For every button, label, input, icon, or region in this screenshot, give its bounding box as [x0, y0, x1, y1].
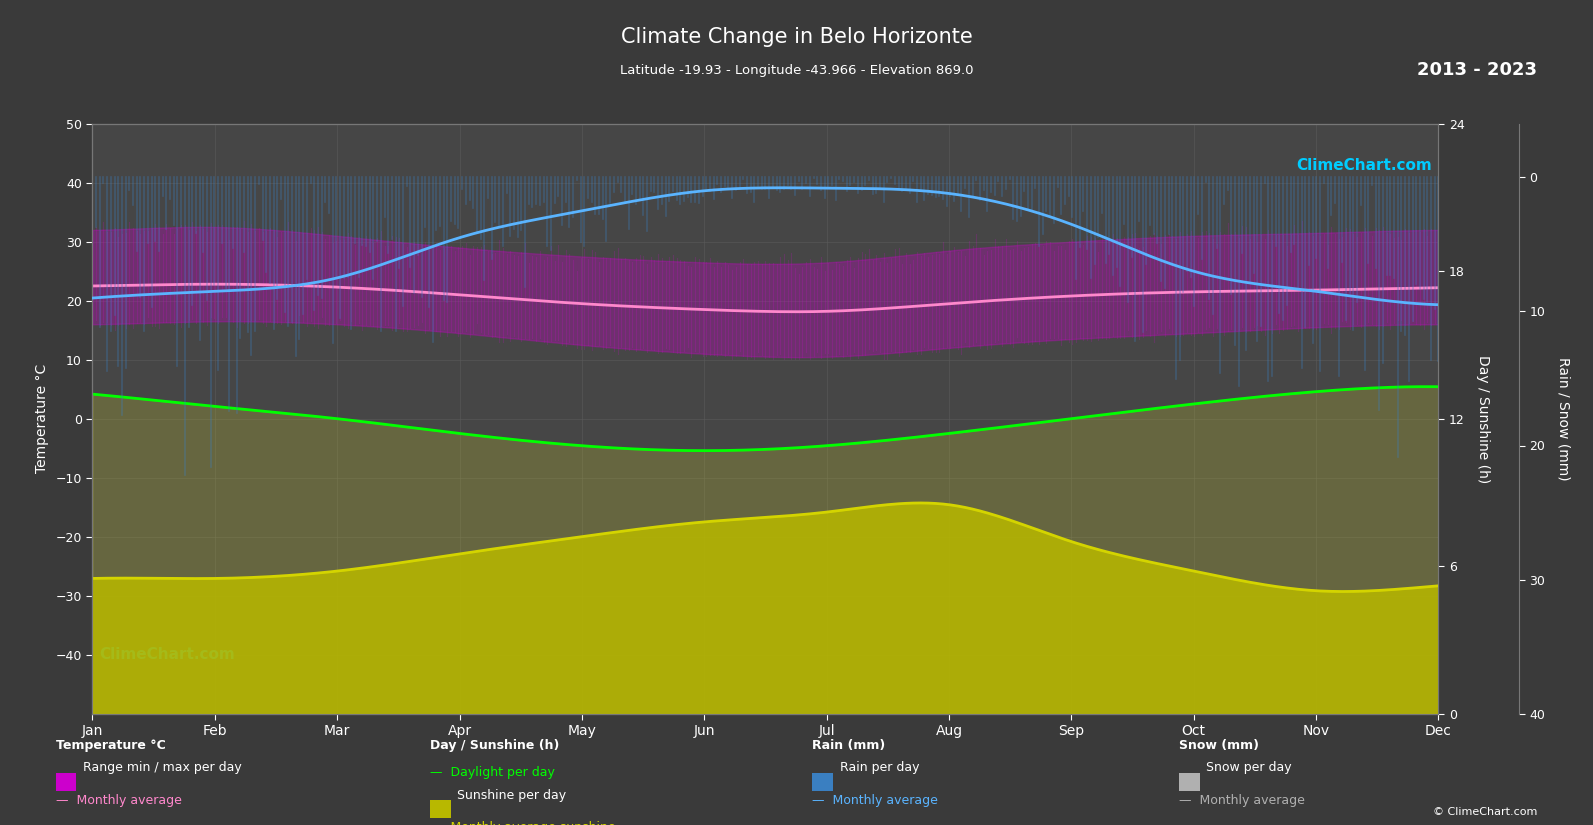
Text: Rain (mm): Rain (mm) — [812, 739, 886, 752]
Text: 2013 - 2023: 2013 - 2023 — [1418, 61, 1537, 79]
Text: —  Daylight per day: — Daylight per day — [430, 766, 554, 780]
Text: ClimeChart.com: ClimeChart.com — [1297, 158, 1432, 172]
Text: Temperature °C: Temperature °C — [56, 739, 166, 752]
Text: Range min / max per day: Range min / max per day — [83, 761, 242, 775]
Text: Snow (mm): Snow (mm) — [1179, 739, 1258, 752]
Text: —  Monthly average: — Monthly average — [1179, 794, 1305, 807]
Y-axis label: Rain / Snow (mm): Rain / Snow (mm) — [1556, 357, 1571, 480]
Text: ClimeChart.com: ClimeChart.com — [99, 647, 234, 662]
Y-axis label: Day / Sunshine (h): Day / Sunshine (h) — [1475, 355, 1489, 483]
Text: © ClimeChart.com: © ClimeChart.com — [1432, 807, 1537, 817]
Text: Latitude -19.93 - Longitude -43.966 - Elevation 869.0: Latitude -19.93 - Longitude -43.966 - El… — [620, 64, 973, 77]
Text: Climate Change in Belo Horizonte: Climate Change in Belo Horizonte — [621, 27, 972, 47]
Text: Sunshine per day: Sunshine per day — [457, 789, 567, 802]
Y-axis label: Temperature °C: Temperature °C — [35, 364, 49, 474]
Text: —  Monthly average: — Monthly average — [812, 794, 938, 807]
Text: —  Monthly average sunshine: — Monthly average sunshine — [430, 821, 616, 825]
Text: Rain per day: Rain per day — [840, 761, 919, 775]
Text: —  Monthly average: — Monthly average — [56, 794, 182, 807]
Text: Day / Sunshine (h): Day / Sunshine (h) — [430, 739, 559, 752]
Text: Snow per day: Snow per day — [1206, 761, 1292, 775]
